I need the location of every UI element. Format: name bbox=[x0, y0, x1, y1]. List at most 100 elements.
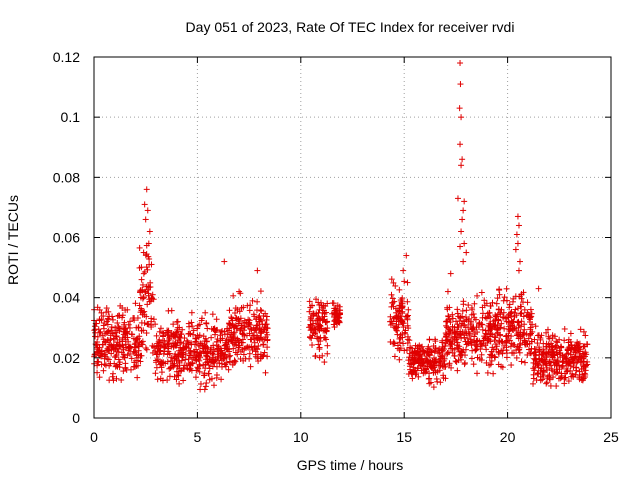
data-point bbox=[96, 306, 103, 313]
data-point bbox=[447, 327, 454, 334]
data-point bbox=[406, 337, 413, 344]
data-point bbox=[206, 365, 213, 372]
data-point bbox=[221, 345, 228, 352]
data-point bbox=[94, 362, 101, 369]
data-point bbox=[422, 365, 429, 372]
data-point bbox=[138, 276, 145, 283]
data-point bbox=[570, 349, 577, 356]
data-point bbox=[458, 228, 465, 235]
data-point bbox=[441, 364, 448, 371]
data-point bbox=[110, 335, 117, 342]
data-point bbox=[537, 336, 544, 343]
data-point bbox=[316, 315, 323, 322]
data-point bbox=[145, 240, 152, 247]
data-point bbox=[393, 323, 400, 330]
data-point bbox=[221, 258, 228, 265]
data-point bbox=[216, 360, 223, 367]
data-point bbox=[317, 334, 324, 341]
data-point bbox=[459, 348, 466, 355]
data-point bbox=[417, 363, 424, 370]
data-point bbox=[324, 350, 331, 357]
data-point bbox=[390, 339, 397, 346]
y-tick-label: 0.1 bbox=[61, 109, 81, 125]
data-point bbox=[577, 326, 584, 333]
data-point bbox=[134, 335, 141, 342]
data-point bbox=[239, 336, 246, 343]
data-point bbox=[397, 332, 404, 339]
data-point bbox=[157, 325, 164, 332]
data-point bbox=[252, 351, 259, 358]
data-point bbox=[439, 352, 446, 359]
data-point bbox=[517, 333, 524, 340]
data-point bbox=[561, 325, 568, 332]
data-point bbox=[171, 353, 178, 360]
data-point bbox=[138, 319, 145, 326]
data-point bbox=[497, 332, 504, 339]
data-point bbox=[415, 373, 422, 380]
data-point bbox=[495, 306, 502, 313]
data-point bbox=[506, 301, 513, 308]
data-point bbox=[470, 311, 477, 318]
data-point bbox=[391, 353, 398, 360]
data-point bbox=[229, 361, 236, 368]
data-point bbox=[192, 374, 199, 381]
data-point bbox=[254, 345, 261, 352]
data-point bbox=[137, 305, 144, 312]
data-point bbox=[263, 324, 270, 331]
data-point bbox=[113, 362, 120, 369]
data-point bbox=[306, 334, 313, 341]
data-point bbox=[482, 334, 489, 341]
data-point bbox=[580, 358, 587, 365]
data-point bbox=[508, 362, 515, 369]
data-point bbox=[197, 386, 204, 393]
data-point bbox=[436, 367, 443, 374]
data-point bbox=[198, 350, 205, 357]
data-point bbox=[527, 330, 534, 337]
data-point bbox=[171, 340, 178, 347]
data-point bbox=[135, 347, 142, 354]
data-point bbox=[460, 207, 467, 214]
data-point bbox=[572, 353, 579, 360]
data-point bbox=[175, 372, 182, 379]
data-point bbox=[474, 354, 481, 361]
data-point bbox=[532, 363, 539, 370]
data-point bbox=[189, 323, 196, 330]
data-point bbox=[228, 314, 235, 321]
data-point bbox=[413, 350, 420, 357]
data-point bbox=[187, 347, 194, 354]
data-point bbox=[478, 351, 485, 358]
data-point bbox=[188, 309, 195, 316]
data-point bbox=[149, 291, 156, 298]
data-point bbox=[564, 346, 571, 353]
data-point bbox=[540, 368, 547, 375]
data-point bbox=[531, 336, 538, 343]
data-point bbox=[563, 368, 570, 375]
data-point bbox=[454, 310, 461, 317]
data-point bbox=[501, 325, 508, 332]
data-point bbox=[480, 337, 487, 344]
data-point bbox=[257, 288, 264, 295]
data-point bbox=[394, 307, 401, 314]
data-point bbox=[260, 352, 267, 359]
data-point bbox=[455, 345, 462, 352]
data-point bbox=[488, 326, 495, 333]
data-point bbox=[407, 344, 414, 351]
x-axis-title: GPS time / hours bbox=[297, 457, 404, 473]
data-point bbox=[396, 286, 403, 293]
data-point bbox=[133, 324, 140, 331]
data-point bbox=[104, 315, 111, 322]
data-point bbox=[104, 336, 111, 343]
data-point bbox=[203, 380, 210, 387]
data-point bbox=[246, 319, 253, 326]
data-point bbox=[530, 380, 537, 387]
data-point bbox=[556, 366, 563, 373]
data-point bbox=[511, 313, 518, 320]
data-point bbox=[569, 373, 576, 380]
data-point bbox=[331, 324, 338, 331]
data-point bbox=[97, 352, 104, 359]
data-point bbox=[308, 327, 315, 334]
data-point bbox=[521, 321, 528, 328]
data-point bbox=[99, 341, 106, 348]
data-point bbox=[140, 270, 147, 277]
data-point bbox=[132, 340, 139, 347]
